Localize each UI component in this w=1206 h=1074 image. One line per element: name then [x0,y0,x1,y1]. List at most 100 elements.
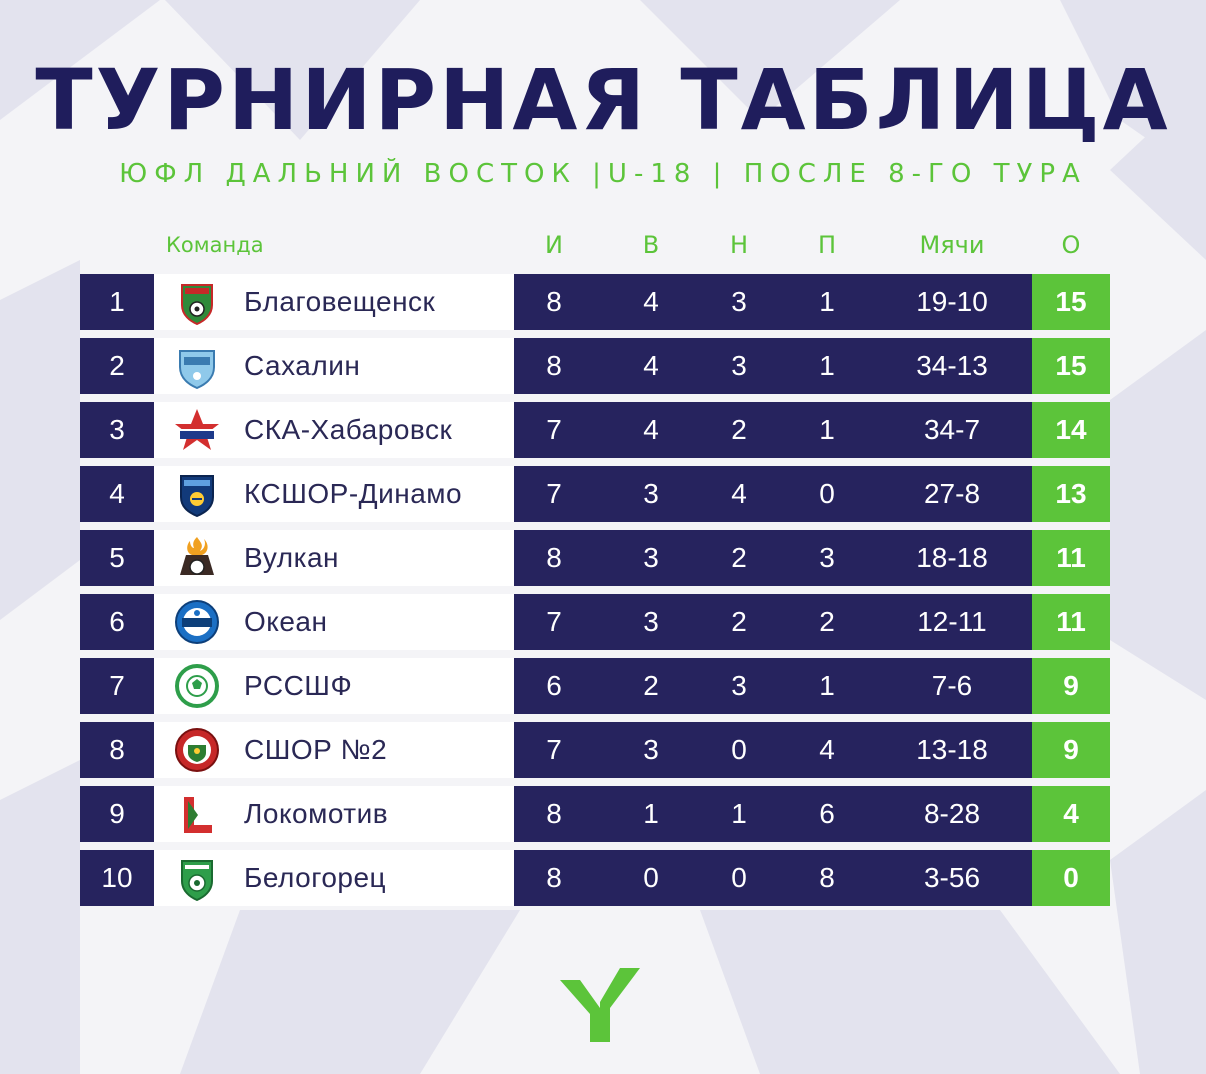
yufl-logo-icon [560,968,640,1042]
cell-drawn: 3 [731,286,747,317]
table-row: 6 Океан 7 3 2 2 12-11 11 [80,594,1110,650]
cell-position: 3 [80,402,154,458]
cell-lost: 6 [819,798,835,829]
table-row: 1 Благовещенск 8 4 3 1 19-10 15 [80,274,1110,330]
stats-block: 8 4 3 1 34-13 [514,338,1032,394]
header-won: В [642,231,660,259]
cell-points: 14 [1032,402,1110,458]
sakhalin-crest-icon [179,350,215,389]
cell-drawn: 2 [731,606,747,637]
cell-played: 7 [546,734,562,765]
stats-block: 7 3 0 4 13-18 [514,722,1032,778]
table-row: 4 КСШОР-Динамо 7 3 4 0 27-8 13 [80,466,1110,522]
cell-drawn: 2 [731,542,747,573]
cell-team: Благовещенск [154,274,514,330]
cell-played: 7 [546,414,562,445]
page-title: ТУРНИРНАЯ ТАБЛИЦА [35,51,1171,149]
team-name: Белогорец [244,862,387,893]
cell-lost: 1 [819,286,835,317]
cell-points: 11 [1032,530,1110,586]
team-name: КСШОР-Динамо [244,478,463,509]
header-drawn: Н [729,231,749,259]
cell-won: 0 [643,862,659,893]
cell-drawn: 0 [731,862,747,893]
cell-team: РССШФ [154,658,514,714]
cell-team: Белогорец [154,850,514,906]
table-row: 2 Сахалин 8 4 3 1 34-13 15 [80,338,1110,394]
cell-won: 3 [643,478,659,509]
rsshf-crest-icon [175,664,219,708]
cell-team: КСШОР-Динамо [154,466,514,522]
cell-won: 4 [643,350,659,381]
cell-lost: 1 [819,350,835,381]
cell-points: 9 [1032,722,1110,778]
cell-position: 4 [80,466,154,522]
table-row: 3 СКА-Хабаровск 7 4 2 1 34-7 14 [80,402,1110,458]
cell-goals: 18-18 [916,542,988,573]
cell-won: 3 [643,542,659,573]
cell-won: 3 [643,606,659,637]
cell-lost: 1 [819,414,835,445]
stats-block: 8 1 1 6 8-28 [514,786,1032,842]
cell-played: 8 [546,862,562,893]
stats-block: 7 3 2 2 12-11 [514,594,1032,650]
cell-points: 9 [1032,658,1110,714]
cell-played: 8 [546,286,562,317]
team-name: Локомотив [244,798,389,829]
cell-lost: 1 [819,670,835,701]
team-name: Сахалин [244,350,361,381]
header-lost: П [817,231,837,259]
cell-drawn: 3 [731,670,747,701]
header-played: И [545,231,563,259]
cell-lost: 2 [819,606,835,637]
cell-goals: 13-18 [916,734,988,765]
stats-block: 6 2 3 1 7-6 [514,658,1032,714]
cell-lost: 4 [819,734,835,765]
header-goals: Мячи [919,231,985,259]
kshor-dinamo-crest-icon [180,475,214,517]
table-row: 8 СШОР №2 7 3 0 4 13-18 9 [80,722,1110,778]
cell-lost: 3 [819,542,835,573]
cell-points: 11 [1032,594,1110,650]
cell-position: 1 [80,274,154,330]
sshor2-crest-icon [175,728,219,772]
cell-won: 2 [643,670,659,701]
okean-crest-icon [175,600,219,644]
cell-position: 6 [80,594,154,650]
page-subtitle: ЮФЛ ДАЛЬНИЙ ВОСТОК |U-18 | ПОСЛЕ 8-ГО ТУ… [119,159,1087,189]
cell-goals: 19-10 [916,286,988,317]
cell-goals: 12-11 [917,606,987,637]
cell-points: 0 [1032,850,1110,906]
table-row: 7 РССШФ 6 2 3 1 7-6 9 [80,658,1110,714]
team-name: Вулкан [244,542,339,573]
team-name: Океан [244,606,328,637]
team-name: Благовещенск [244,286,436,317]
table-row: 5 Вулкан 8 3 2 3 18-18 11 [80,530,1110,586]
stats-block: 8 0 0 8 3-56 [514,850,1032,906]
team-name: СКА-Хабаровск [244,414,453,445]
stats-block: 8 4 3 1 19-10 [514,274,1032,330]
cell-won: 3 [643,734,659,765]
cell-drawn: 0 [731,734,747,765]
stats-block: 7 4 2 1 34-7 [514,402,1032,458]
lokomotiv-crest-icon [184,797,212,833]
cell-position: 5 [80,530,154,586]
header-points: О [1061,231,1081,259]
cell-drawn: 2 [731,414,747,445]
cell-played: 6 [546,670,562,701]
cell-lost: 0 [819,478,835,509]
cell-played: 8 [546,798,562,829]
ska-star-crest-icon [175,409,219,450]
cell-goals: 27-8 [923,478,981,509]
cell-won: 4 [643,414,659,445]
cell-goals: 8-28 [923,798,981,829]
cell-goals: 3-56 [923,862,981,893]
cell-position: 9 [80,786,154,842]
cell-team: Сахалин [154,338,514,394]
cell-position: 10 [80,850,154,906]
header-team: Команда [166,233,264,257]
team-name: РССШФ [244,670,353,701]
cell-drawn: 3 [731,350,747,381]
cell-lost: 8 [819,862,835,893]
